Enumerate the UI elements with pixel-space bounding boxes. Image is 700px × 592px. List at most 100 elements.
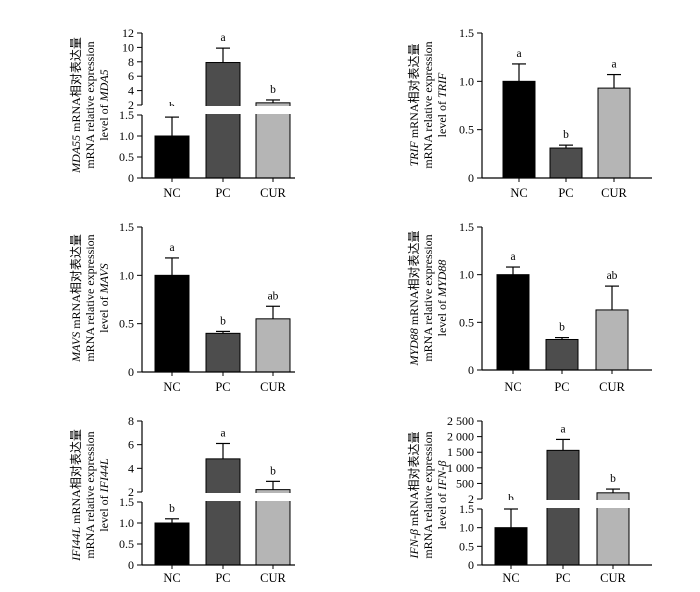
label-text: level of (435, 297, 449, 336)
y-tick-label: 1.5 (119, 495, 134, 509)
y-tick-label: 0 (468, 363, 474, 377)
y-axis-label-line: MYD88 mRNA相对表达量 (407, 230, 421, 366)
bar-pc (205, 332, 241, 373)
y-axis-label-line: level of MDA5 (97, 69, 111, 140)
gene-name: IFI44L (69, 527, 83, 562)
y-axis-label-line: mRNA relative expression (421, 234, 435, 361)
significance-label: b (270, 465, 276, 477)
x-tick-label: CUR (599, 380, 625, 394)
bar-cur (255, 489, 291, 566)
y-tick-label: 500 (456, 476, 474, 490)
bar-nc (502, 80, 536, 179)
y-tick-label: 1.5 (119, 108, 134, 122)
bar-cur (597, 87, 631, 179)
significance-label: b (220, 315, 226, 327)
y-axis-label-line: mRNA relative expression (83, 234, 97, 361)
y-tick-label: 1.5 (459, 26, 474, 40)
y-axis-label: MAVS mRNA相对表达量mRNA relative expressionle… (69, 234, 111, 363)
label-text: mRNA relative expression (83, 234, 97, 361)
chart-panel-3: a NC b PC ab CUR 0 0.5 1.0 1.5 MAVS mRNA相对表达量mRNA … (69, 220, 295, 394)
axis-break-gap (136, 493, 297, 501)
y-axis-label-line: IFI44L mRNA相对表达量 (69, 429, 83, 562)
chart-panel-4: a NC b PC ab CUR 0 0.5 1.0 1.5 MYD88 mRNA相对表达量mRNA… (407, 220, 652, 394)
y-tick-label: 0.5 (459, 315, 474, 329)
significance-label: a (169, 242, 174, 254)
y-tick-label: 1.0 (459, 268, 474, 282)
y-tick-label: 10 (122, 40, 134, 54)
x-tick-label: CUR (260, 571, 286, 585)
y-tick-label: 2 (128, 98, 134, 112)
x-tick-label: CUR (601, 186, 627, 200)
chart-panel-5: b NC a PC b CUR 0 0.5 1.0 1.52 4 6 8 IFI44L mRNA相对表达量… (69, 414, 297, 585)
x-tick-label: CUR (600, 571, 626, 585)
y-tick-label: 0.5 (119, 150, 134, 164)
y-tick-label: 1.0 (119, 516, 134, 530)
label-text: mRNA relative expression (421, 234, 435, 361)
label-text: level of (435, 98, 449, 137)
y-axis-label-line: MDA55 mRNA相对表达量 (69, 37, 83, 174)
bar-cur (595, 309, 629, 371)
label-text: level of (97, 492, 111, 531)
y-tick-label: 1 000 (447, 461, 474, 475)
y-axis-label: MDA55 mRNA相对表达量mRNA relative expressionl… (69, 37, 111, 174)
x-tick-label: PC (554, 380, 569, 394)
y-axis-label: IFN-β mRNA相对表达量mRNA relative expressionl… (407, 431, 449, 559)
bar-nc (154, 135, 190, 179)
y-axis-label: MYD88 mRNA相对表达量mRNA relative expressionl… (407, 230, 449, 366)
y-tick-label: 0 (468, 558, 474, 572)
y-tick-label: 1.0 (119, 129, 134, 143)
label-text: mRNA relative expression (421, 41, 435, 168)
gene-name: MYD88 (407, 328, 421, 366)
gene-name: MDA5 (97, 69, 111, 102)
x-tick-label: NC (510, 186, 527, 200)
y-tick-label: 4 (128, 461, 134, 475)
significance-label: b (563, 129, 569, 141)
y-axis-label-line: level of MAVS (97, 263, 111, 332)
significance-label: b (559, 322, 565, 334)
x-tick-label: NC (163, 380, 180, 394)
label-text: level of (97, 293, 111, 332)
bar-pc (545, 338, 579, 371)
y-axis-label-line: level of IFN-β (435, 461, 449, 530)
significance-label: b (270, 84, 276, 96)
y-tick-label: 2 500 (447, 414, 474, 428)
y-tick-label: 0 (468, 171, 474, 185)
significance-label: b (508, 493, 514, 505)
x-tick-label: NC (502, 571, 519, 585)
label-text: mRNA相对表达量 (69, 37, 83, 135)
y-tick-label: 12 (122, 26, 134, 40)
y-axis-label-line: mRNA relative expression (421, 431, 435, 558)
y-axis-label-line: MAVS mRNA相对表达量 (69, 234, 83, 363)
gene-name: TRIF (407, 141, 421, 167)
x-tick-label: PC (215, 186, 230, 200)
significance-label: ab (268, 290, 279, 302)
y-axis-label-line: TRIF mRNA相对表达量 (407, 43, 421, 166)
label-text: mRNA相对表达量 (407, 43, 421, 141)
y-tick-label: 2 000 (447, 430, 474, 444)
bar-cur (255, 318, 291, 373)
y-tick-label: 0 (128, 171, 134, 185)
x-tick-label: PC (215, 571, 230, 585)
y-axis-label: IFI44L mRNA相对表达量mRNA relative expression… (69, 429, 111, 562)
significance-label: a (611, 59, 616, 71)
label-text: mRNA relative expression (83, 41, 97, 168)
bar-pc (205, 62, 241, 179)
gene-name: IFI44L (97, 458, 111, 493)
gene-name: TRIF (435, 72, 449, 98)
y-tick-label: 0.5 (459, 123, 474, 137)
y-tick-label: 4 (128, 84, 134, 98)
y-tick-label: 0.5 (119, 537, 134, 551)
gene-name: MAVS (97, 263, 111, 294)
gene-name: MDA55 (69, 135, 83, 174)
significance-label: a (510, 251, 515, 263)
y-tick-label: 1.0 (459, 521, 474, 535)
significance-label: ab (607, 270, 618, 282)
y-axis-label-line: level of MYD88 (435, 260, 449, 337)
y-tick-label: 0 (128, 365, 134, 379)
bar-nc (154, 522, 190, 566)
bar-cur (255, 102, 291, 179)
y-tick-label: 1.0 (119, 268, 134, 282)
significance-label: a (220, 32, 225, 44)
